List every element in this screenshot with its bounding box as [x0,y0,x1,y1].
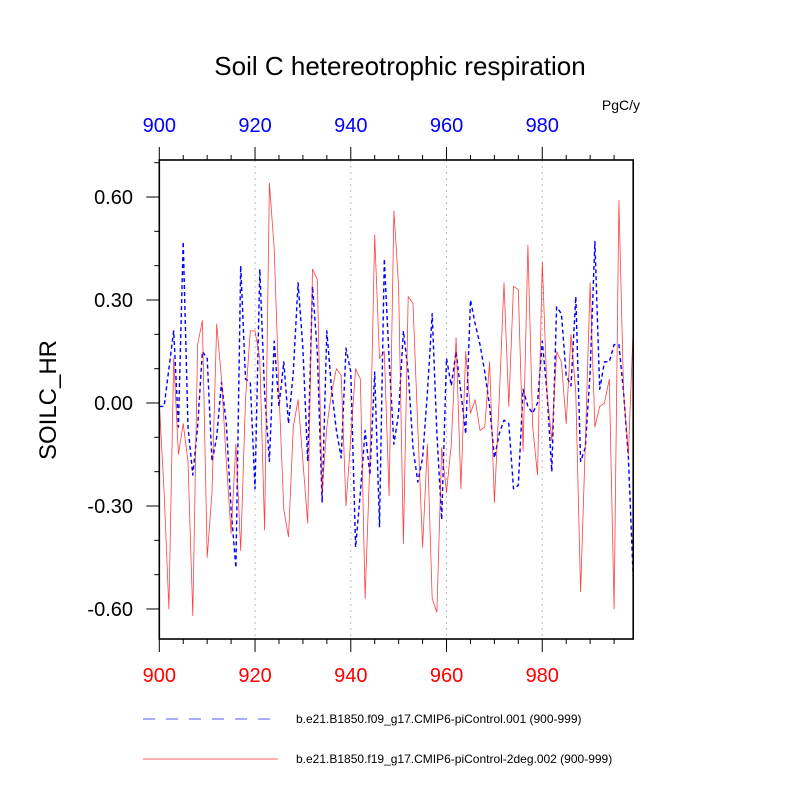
bottom-x-tick-labels: 900 920 940 960 980 [143,665,559,687]
units-label: PgC/y [602,97,640,113]
top-x-tick-label: 940 [334,115,367,137]
top-x-tick-label: 900 [143,115,176,137]
top-x-tick-label: 960 [430,115,463,137]
series-line-red [158,182,634,617]
y-tick-label: -0.60 [87,599,133,621]
chart-title: Soil C hetereotrophic respiration [214,51,585,81]
ticks [146,147,615,652]
bottom-x-tick-label: 980 [526,665,559,687]
bottom-x-tick-label: 960 [430,665,463,687]
top-x-tick-label: 980 [526,115,559,137]
series-line-blue [159,240,634,579]
legend: b.e21.B1850.f09_g17.CMIP6-piControl.001 … [143,712,612,766]
y-tick-label: -0.30 [87,496,133,518]
y-tick-label: 0.60 [94,187,133,209]
y-tick-label: 0.30 [94,290,133,312]
y-tick-labels: 0.60 0.30 0.00 -0.30 -0.60 [87,187,133,621]
top-x-tick-label: 920 [238,115,271,137]
bottom-x-tick-label: 940 [334,665,367,687]
y-tick-label: 0.00 [94,393,133,415]
top-x-tick-labels: 900 920 940 960 980 [143,115,559,137]
plot-frame [158,159,634,640]
bottom-x-tick-label: 920 [238,665,271,687]
y-axis-label: SOILC_HR [35,340,62,460]
legend-label-blue: b.e21.B1850.f09_g17.CMIP6-piControl.001 … [296,712,582,726]
bottom-x-tick-label: 900 [143,665,176,687]
legend-label-red: b.e21.B1850.f19_g17.CMIP6-piControl-2deg… [296,752,612,766]
series-group [158,182,634,617]
grid [254,160,543,639]
